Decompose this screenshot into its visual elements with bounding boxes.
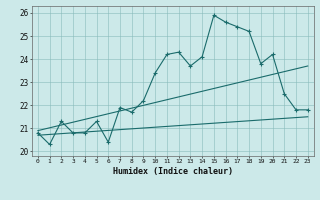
X-axis label: Humidex (Indice chaleur): Humidex (Indice chaleur)	[113, 167, 233, 176]
